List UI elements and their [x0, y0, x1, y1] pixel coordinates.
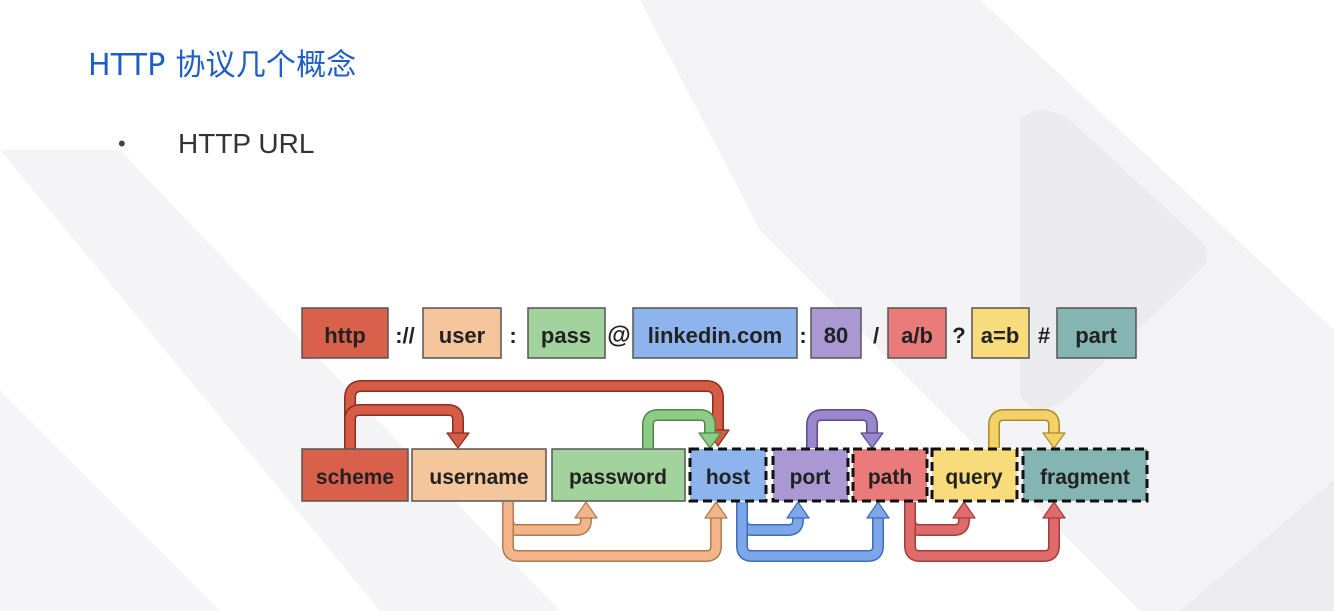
url-sep-fragment: # — [1038, 323, 1050, 348]
url-sep-port: : — [799, 323, 806, 348]
url-sep-query: ? — [952, 323, 965, 348]
component-host: host — [706, 466, 750, 489]
component-scheme: scheme — [316, 466, 394, 489]
slide-title: HTTP 协议几个概念 — [88, 48, 357, 83]
url-part-pass: pass — [541, 323, 591, 348]
arrowhead-password-host — [698, 432, 722, 449]
url-part-port: 80 — [824, 323, 848, 348]
arrowhead-path-query — [952, 501, 976, 519]
arrowhead-path-fragment — [1042, 501, 1066, 519]
arrow-port-to-path-outline — [806, 409, 878, 448]
component-username: username — [429, 466, 528, 489]
arrowhead-query-fragment — [1042, 432, 1066, 449]
url-part-host: linkedin.com — [648, 323, 782, 348]
arrow-password-to-host-outline — [642, 409, 716, 448]
url-part-query: a=b — [981, 323, 1020, 348]
arrow-scheme-to-username-outline — [344, 404, 464, 450]
url-sep-at: @ — [607, 322, 630, 349]
arrowhead-username-host — [704, 501, 728, 519]
url-part-path-box — [887, 307, 947, 359]
url-part-user-box — [422, 307, 502, 359]
url-part-scheme: http — [324, 323, 366, 348]
url-part-port-box — [810, 307, 862, 359]
components-row: scheme username password host port path … — [301, 447, 1149, 503]
url-part-fragment: part — [1075, 323, 1117, 348]
arrow-query-to-fragment — [989, 410, 1059, 448]
component-password-box — [551, 448, 686, 502]
arrow-query-to-fragment-outline — [988, 409, 1060, 448]
component-fragment: fragment — [1040, 466, 1130, 489]
component-scheme-box — [301, 448, 409, 502]
component-port: port — [790, 466, 831, 489]
url-part-fragment-box — [1056, 307, 1137, 359]
component-username-box — [411, 448, 547, 502]
url-part-path: a/b — [901, 323, 933, 348]
url-part-pass-box — [527, 307, 606, 359]
component-port-box — [771, 447, 850, 503]
bullet-marker: • — [118, 131, 126, 156]
component-query-box — [930, 447, 1019, 503]
component-query: query — [945, 466, 1003, 489]
url-part-host-box — [632, 307, 798, 359]
arrow-username-to-host — [503, 502, 721, 561]
url-part-query-box — [971, 307, 1030, 359]
arrow-scheme-to-username — [345, 405, 463, 450]
component-password: password — [569, 466, 667, 489]
arrow-host-to-path — [737, 502, 883, 561]
arrowhead-scheme-username — [446, 432, 470, 449]
url-part-scheme-box — [301, 307, 389, 359]
component-host-box — [688, 447, 768, 503]
arrow-port-to-path — [807, 410, 877, 448]
component-path: path — [868, 466, 912, 489]
arrow-password-to-host — [643, 410, 715, 448]
arrow-path-to-fragment — [905, 502, 1059, 561]
url-sep-user: : — [509, 323, 516, 348]
bullet-text: HTTP URL — [178, 128, 315, 159]
component-path-box — [851, 447, 929, 503]
url-part-user: user — [439, 323, 486, 348]
url-sep-path: / — [873, 323, 879, 348]
url-parts-row: http :// user : pass @ linkedin.com : 80… — [301, 307, 1137, 359]
arrowhead-host-port — [786, 501, 810, 519]
arrow-username-to-password — [503, 502, 591, 535]
arrow-scheme-to-host-fill — [345, 381, 723, 450]
url-sep-scheme: :// — [395, 323, 415, 348]
arrowhead-port-path — [860, 432, 884, 449]
flow-arrows — [344, 380, 1066, 562]
component-fragment-box — [1021, 447, 1149, 503]
arrowhead-host-path — [866, 501, 890, 519]
arrowhead-username-password — [574, 501, 598, 519]
